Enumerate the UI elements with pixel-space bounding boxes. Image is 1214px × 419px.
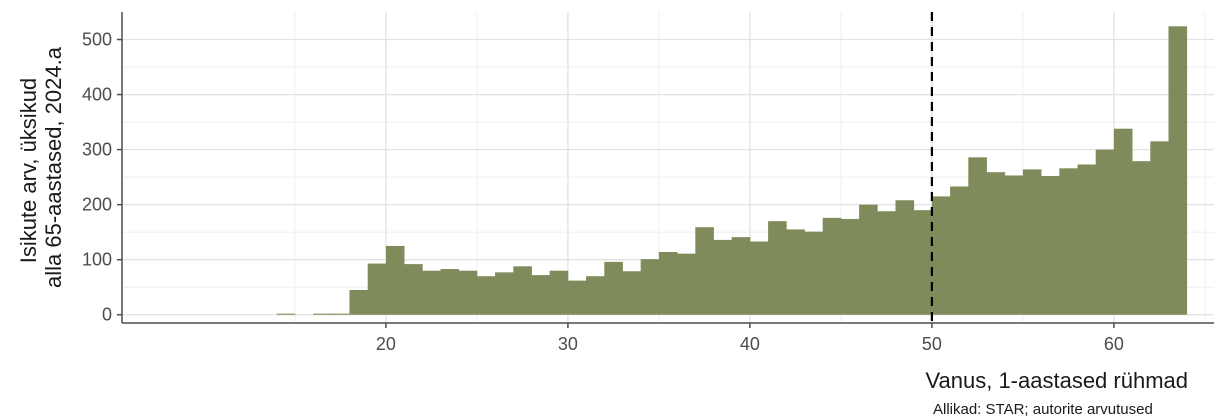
bar bbox=[1077, 164, 1097, 315]
bar bbox=[622, 271, 642, 315]
bar bbox=[1132, 161, 1151, 315]
y-tick-label: 0 bbox=[102, 305, 112, 325]
x-tick-label: 40 bbox=[740, 334, 760, 354]
bar bbox=[422, 270, 441, 315]
y-tick-label: 100 bbox=[82, 250, 112, 270]
bar bbox=[531, 275, 551, 315]
bar bbox=[950, 186, 969, 315]
y-tick-label: 300 bbox=[82, 140, 112, 160]
bar bbox=[1113, 128, 1133, 315]
y-axis-title-line-2: alla 65-aastased, 2024.a bbox=[41, 46, 66, 288]
bar bbox=[931, 196, 951, 315]
bar bbox=[458, 270, 478, 315]
x-tick-label: 50 bbox=[922, 334, 942, 354]
bar bbox=[495, 272, 514, 315]
bar bbox=[367, 263, 387, 315]
bar bbox=[713, 239, 733, 315]
axes bbox=[117, 12, 1214, 328]
x-tick-label: 20 bbox=[376, 334, 396, 354]
bar bbox=[877, 211, 896, 315]
bar bbox=[404, 264, 423, 315]
bar bbox=[1095, 149, 1115, 315]
bar bbox=[786, 229, 805, 315]
bar bbox=[913, 210, 933, 315]
bar bbox=[840, 218, 860, 315]
bar bbox=[1059, 168, 1078, 315]
bar bbox=[313, 313, 332, 315]
bar bbox=[640, 259, 660, 315]
y-tick-label: 500 bbox=[82, 30, 112, 50]
y-axis-title: Isikute arv, üksikud alla 65-aastased, 2… bbox=[16, 46, 66, 288]
caption: Allikad: STAR; autorite arvutused bbox=[933, 401, 1153, 418]
bar bbox=[677, 253, 696, 315]
tick-labels: 20 30 40 50 60 0 100 200 300 400 500 bbox=[82, 30, 1124, 354]
bar bbox=[695, 227, 714, 315]
bar bbox=[731, 237, 751, 315]
y-axis-title-line-1: Isikute arv, üksikud bbox=[16, 78, 41, 263]
bar bbox=[749, 241, 769, 315]
bar bbox=[331, 313, 350, 315]
x-tick-label: 60 bbox=[1104, 334, 1124, 354]
bar bbox=[968, 157, 987, 315]
bar bbox=[895, 200, 915, 315]
bar bbox=[549, 270, 569, 315]
y-tick-label: 200 bbox=[82, 195, 112, 215]
bar bbox=[476, 276, 496, 315]
bar bbox=[822, 217, 842, 315]
bar bbox=[567, 280, 587, 315]
x-tick-label: 30 bbox=[558, 334, 578, 354]
bar bbox=[1150, 141, 1169, 315]
y-tick-label: 400 bbox=[82, 85, 112, 105]
bar bbox=[1168, 26, 1188, 315]
bar bbox=[804, 231, 824, 315]
bar bbox=[859, 204, 878, 315]
bar bbox=[768, 221, 787, 315]
bar bbox=[1022, 169, 1042, 315]
bar bbox=[1004, 175, 1024, 315]
bar bbox=[658, 251, 678, 315]
bar bbox=[586, 276, 605, 315]
bar bbox=[276, 313, 296, 315]
bars bbox=[276, 26, 1188, 315]
bar bbox=[349, 289, 369, 315]
bar bbox=[513, 266, 532, 315]
x-axis-title: Vanus, 1-aastased rühmad bbox=[925, 368, 1188, 393]
bar bbox=[604, 261, 623, 315]
bar bbox=[1041, 176, 1060, 315]
bar bbox=[385, 245, 405, 315]
bar bbox=[986, 172, 1006, 315]
bar bbox=[440, 269, 460, 315]
